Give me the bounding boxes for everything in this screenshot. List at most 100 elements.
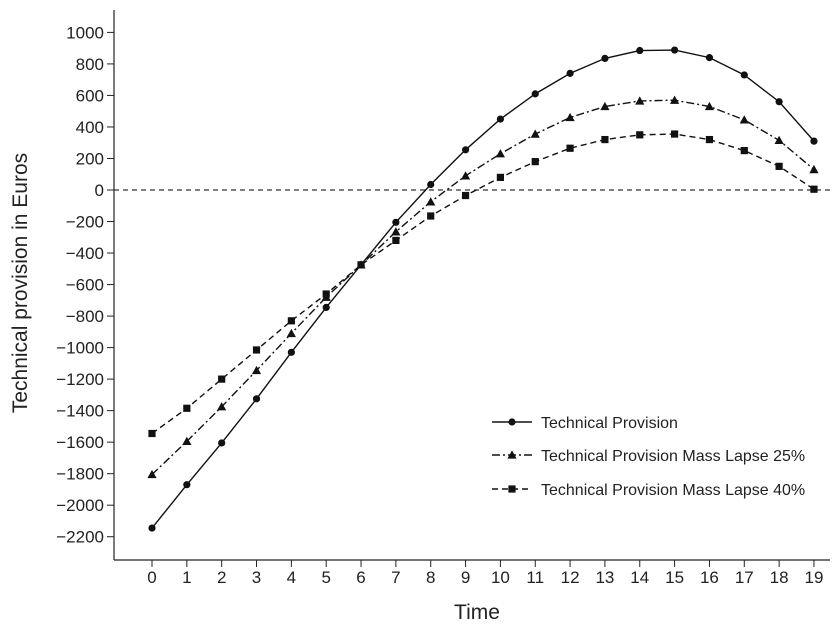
series-technical-provision-point <box>427 180 435 189</box>
legend-label-technical-provision: Technical Provision <box>541 415 678 432</box>
series-technical-provision-point <box>601 54 609 63</box>
series-mass-lapse-40-point <box>357 261 365 269</box>
series-technical-provision-point <box>810 137 818 145</box>
series-mass-lapse-40-point <box>810 185 818 193</box>
series-technical-provision-point <box>322 303 330 312</box>
series-mass-lapse-25 <box>147 95 819 479</box>
x-tick-label: 1 <box>182 568 191 587</box>
series-mass-lapse-40-point <box>322 290 330 298</box>
series-mass-lapse-25-point <box>809 164 819 174</box>
x-tick-label: 8 <box>426 568 435 587</box>
x-axis-title: Time <box>454 601 500 624</box>
series-mass-lapse-25-point <box>704 101 715 111</box>
x-tick-label: 16 <box>700 568 719 587</box>
series-mass-lapse-40-point <box>636 131 644 139</box>
series-technical-provision-point <box>218 439 226 447</box>
y-tick-label: 400 <box>76 118 104 137</box>
series-mass-lapse-25-point <box>286 328 296 338</box>
y-tick-label: −600 <box>66 276 104 295</box>
y-tick-label: −1200 <box>56 370 104 389</box>
legend-label-mass-lapse-25: Technical Provision Mass Lapse 25% <box>541 448 805 465</box>
x-tick-label: 19 <box>804 568 823 587</box>
x-tick-label: 18 <box>770 568 789 587</box>
x-tick-label: 4 <box>287 568 296 587</box>
series-mass-lapse-40-point <box>427 212 435 220</box>
y-tick-label: 200 <box>76 149 104 168</box>
y-tick-label: −2200 <box>56 528 104 547</box>
y-tick-label: 1000 <box>66 23 104 42</box>
series-technical-provision-point <box>740 71 748 79</box>
series-mass-lapse-25-point <box>147 469 157 479</box>
x-tick-label: 6 <box>356 568 365 587</box>
x-tick-label: 14 <box>630 568 649 587</box>
x-tick-label: 17 <box>735 568 754 587</box>
x-tick-label: 0 <box>147 568 156 587</box>
x-tick-label: 15 <box>665 568 684 587</box>
series-mass-lapse-40-point <box>252 346 261 354</box>
y-tick-label: −1800 <box>56 465 104 484</box>
series-mass-lapse-25-point <box>495 149 505 158</box>
series-technical-provision-point <box>496 115 504 123</box>
series-mass-lapse-40-point <box>740 147 748 155</box>
series-technical-provision-point <box>287 348 295 356</box>
x-tick-label: 12 <box>561 568 580 587</box>
series-mass-lapse-40-point <box>287 317 295 325</box>
y-tick-label: 0 <box>95 181 104 200</box>
x-tick-label: 5 <box>321 568 330 587</box>
x-tick-label: 2 <box>217 568 226 587</box>
series-mass-lapse-25-point <box>565 112 575 122</box>
x-tick-label: 7 <box>391 568 400 587</box>
series-mass-lapse-40 <box>148 130 818 438</box>
series-technical-provision-point <box>636 46 644 55</box>
series-mass-lapse-25-point <box>774 135 784 145</box>
series-technical-provision-line <box>151 49 815 529</box>
y-tick-label: −200 <box>66 213 104 232</box>
series-mass-lapse-40-line <box>151 133 815 435</box>
y-tick-label: −1400 <box>56 402 104 421</box>
series-technical-provision-point <box>705 54 714 62</box>
series-technical-provision <box>148 46 818 532</box>
series-mass-lapse-25-point <box>182 436 192 446</box>
series-mass-lapse-40-point <box>531 158 539 166</box>
series-mass-lapse-40-point <box>183 404 191 412</box>
plot-area <box>147 46 819 532</box>
series-mass-lapse-25-point <box>739 115 749 124</box>
series-mass-lapse-25-point <box>600 101 610 111</box>
series-mass-lapse-25-point <box>251 365 262 375</box>
y-tick-label: −800 <box>66 307 104 326</box>
series-mass-lapse-40-point <box>705 135 714 144</box>
series-technical-provision-point <box>461 146 470 154</box>
y-tick-label: −1600 <box>56 433 104 452</box>
legend-symbol-mass-lapse-25-marker <box>507 450 517 459</box>
legend-symbol-mass-lapse-40-marker <box>508 485 516 493</box>
y-tick-label: 800 <box>76 55 104 74</box>
series-mass-lapse-25-point <box>217 402 227 411</box>
series-mass-lapse-40-point <box>671 130 679 138</box>
series-mass-lapse-40-point <box>566 144 574 152</box>
series-technical-provision-point <box>148 524 156 532</box>
legend-symbol-technical-provision-marker <box>508 418 516 426</box>
series-mass-lapse-25-line <box>151 99 815 475</box>
series-mass-lapse-25-point <box>530 129 540 138</box>
y-tick-label: −400 <box>66 244 104 263</box>
x-tick-label: 3 <box>252 568 261 587</box>
series-mass-lapse-25-point <box>635 96 645 105</box>
series-mass-lapse-40-point <box>392 236 400 245</box>
x-tick-label: 9 <box>461 568 470 587</box>
series-mass-lapse-40-point <box>496 173 504 181</box>
series-technical-provision-point <box>531 90 539 98</box>
y-tick-label: 600 <box>76 86 104 105</box>
legend-label-mass-lapse-40: Technical Provision Mass Lapse 40% <box>541 482 805 499</box>
series-technical-provision-point <box>252 395 261 403</box>
series-mass-lapse-25-point <box>670 95 680 104</box>
legend: Technical Provision Technical Provision … <box>492 415 805 499</box>
y-tick-label: −2000 <box>56 496 104 515</box>
series-technical-provision-point <box>775 98 783 106</box>
series-technical-provision-point <box>566 69 574 77</box>
y-axis-title: Technical provision in Euros <box>9 153 32 413</box>
x-tick-label: 13 <box>595 568 614 587</box>
series-mass-lapse-40-point <box>601 135 609 144</box>
series-mass-lapse-40-point <box>775 162 783 170</box>
y-axis-ticks: 1000 800 600 400 200 0 −200 −400 −600 −800 −1000 −1… <box>56 23 114 547</box>
